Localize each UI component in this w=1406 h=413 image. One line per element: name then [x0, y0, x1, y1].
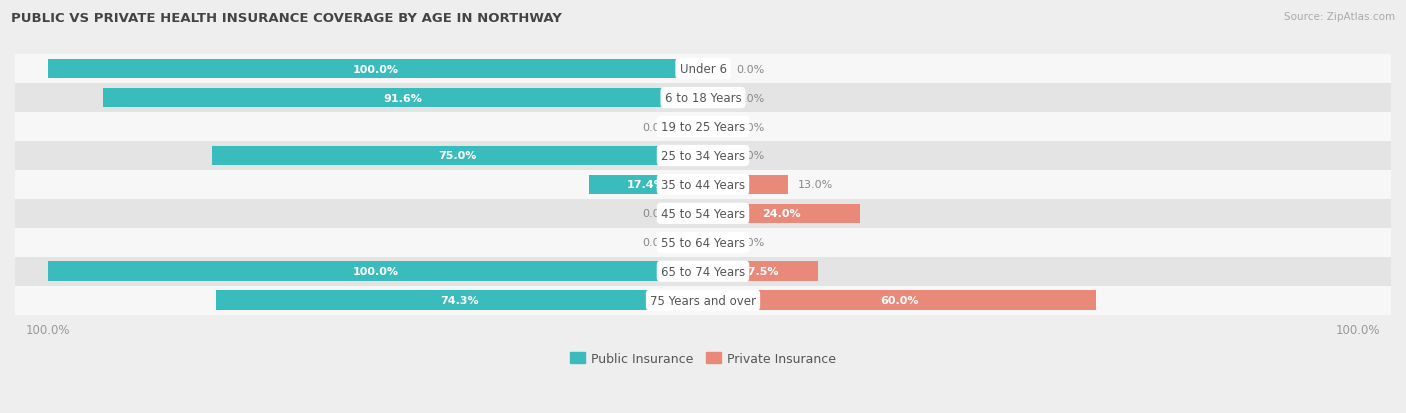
Bar: [703, 146, 725, 166]
Text: 0.0%: 0.0%: [643, 122, 671, 132]
Bar: [589, 175, 703, 195]
Text: 0.0%: 0.0%: [735, 238, 763, 248]
Bar: [15, 199, 1391, 228]
Text: 0.0%: 0.0%: [643, 209, 671, 219]
Bar: [48, 262, 703, 281]
Text: 100.0%: 100.0%: [353, 267, 398, 277]
Text: 19 to 25 Years: 19 to 25 Years: [661, 121, 745, 134]
Text: 25 to 34 Years: 25 to 34 Years: [661, 150, 745, 163]
Text: 55 to 64 Years: 55 to 64 Years: [661, 236, 745, 249]
Text: 17.5%: 17.5%: [741, 267, 779, 277]
Text: 100.0%: 100.0%: [353, 64, 398, 74]
Bar: [703, 204, 860, 224]
Text: 0.0%: 0.0%: [735, 64, 763, 74]
Bar: [15, 142, 1391, 171]
Legend: Public Insurance, Private Insurance: Public Insurance, Private Insurance: [565, 347, 841, 370]
Bar: [703, 291, 1097, 310]
Text: 6 to 18 Years: 6 to 18 Years: [665, 92, 741, 105]
Bar: [703, 88, 725, 108]
Text: 24.0%: 24.0%: [762, 209, 801, 219]
Text: 13.0%: 13.0%: [799, 180, 834, 190]
Text: 0.0%: 0.0%: [735, 93, 763, 103]
Text: PUBLIC VS PRIVATE HEALTH INSURANCE COVERAGE BY AGE IN NORTHWAY: PUBLIC VS PRIVATE HEALTH INSURANCE COVER…: [11, 12, 562, 25]
Text: Under 6: Under 6: [679, 63, 727, 76]
Bar: [217, 291, 703, 310]
Bar: [681, 117, 703, 137]
Text: 60.0%: 60.0%: [880, 295, 920, 306]
Bar: [15, 257, 1391, 286]
Text: 75 Years and over: 75 Years and over: [650, 294, 756, 307]
Text: Source: ZipAtlas.com: Source: ZipAtlas.com: [1284, 12, 1395, 22]
Text: 35 to 44 Years: 35 to 44 Years: [661, 178, 745, 192]
Bar: [15, 55, 1391, 84]
Text: 74.3%: 74.3%: [440, 295, 479, 306]
Text: 0.0%: 0.0%: [735, 151, 763, 161]
Bar: [703, 262, 818, 281]
Text: 65 to 74 Years: 65 to 74 Years: [661, 265, 745, 278]
Bar: [703, 59, 725, 79]
Text: 45 to 54 Years: 45 to 54 Years: [661, 207, 745, 220]
Bar: [15, 171, 1391, 199]
Bar: [15, 228, 1391, 257]
Bar: [681, 204, 703, 224]
Text: 91.6%: 91.6%: [384, 93, 422, 103]
Bar: [703, 233, 725, 252]
Text: 75.0%: 75.0%: [439, 151, 477, 161]
Bar: [681, 233, 703, 252]
Bar: [15, 113, 1391, 142]
Text: 17.4%: 17.4%: [627, 180, 665, 190]
Bar: [211, 146, 703, 166]
Bar: [15, 286, 1391, 315]
Text: 0.0%: 0.0%: [643, 238, 671, 248]
Bar: [703, 175, 789, 195]
Bar: [15, 84, 1391, 113]
Bar: [703, 117, 725, 137]
Bar: [48, 59, 703, 79]
Text: 0.0%: 0.0%: [735, 122, 763, 132]
Bar: [103, 88, 703, 108]
